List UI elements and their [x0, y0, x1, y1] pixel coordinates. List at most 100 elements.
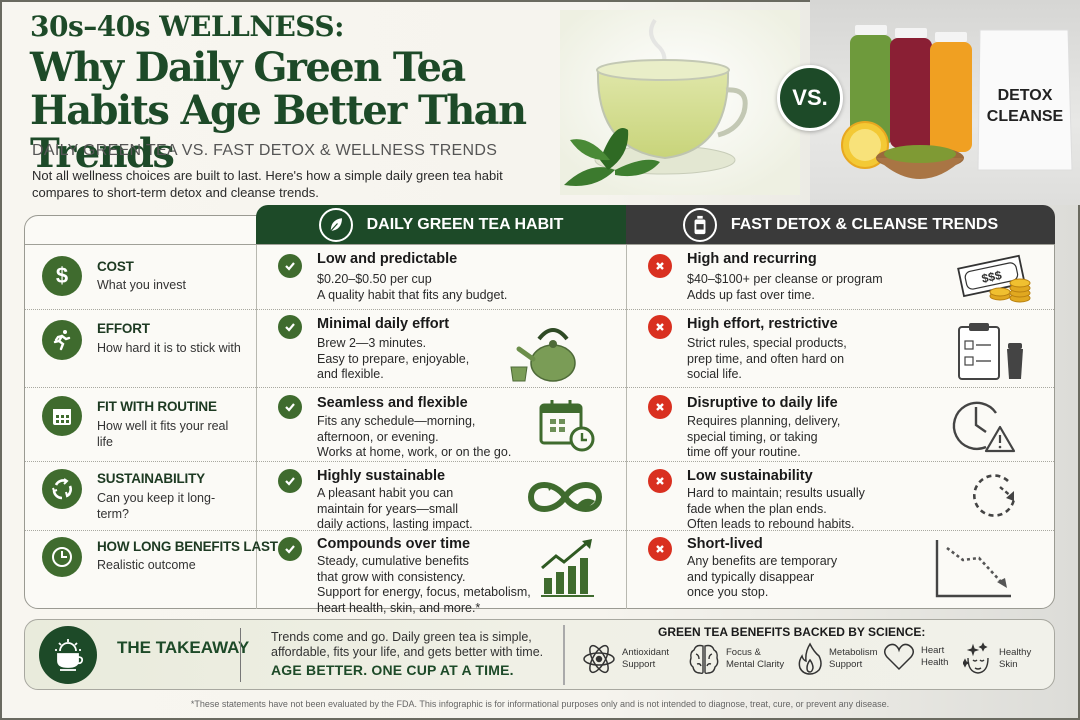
dollar-icon: $ [42, 256, 82, 296]
tea-cell-body: Fits any schedule—morning, afternoon, or… [317, 414, 512, 459]
cross-icon [648, 469, 672, 493]
detox-cell-title: Low sustainability [687, 468, 813, 484]
brain-icon [689, 644, 719, 675]
detox-cell-title: Short-lived [687, 536, 763, 552]
row-divider [25, 309, 1054, 310]
category-title: SUSTAINABILITY [97, 471, 205, 486]
detox-cell-body: Requires planning, delivery, special tim… [687, 414, 841, 459]
detox-cell-body: $40–$100+ per cleanse or program Adds up… [687, 272, 883, 302]
dashed-circle-arrow-icon [973, 474, 1016, 517]
bottle-icon [682, 207, 717, 242]
table-row-sustainability: SUSTAINABILITY Can you keep it long-term… [25, 461, 1054, 531]
benefit-label: Antioxidant Support [622, 647, 670, 670]
money-coins-icon: $$$ [957, 254, 1031, 303]
detox-cell-title: High and recurring [687, 251, 817, 267]
detox-cell-body: Any benefits are temporary and typically… [687, 554, 838, 599]
svg-text:CLEANSE: CLEANSE [987, 108, 1064, 125]
takeaway-text: Trends come and go. Daily green tea is s… [271, 630, 544, 659]
tea-cell-body: Brew 2—3 minutes. Easy to prepare, enjoy… [317, 336, 470, 381]
category-subtitle: Can you keep it long-term? [97, 491, 216, 521]
face-sparkle-icon [963, 642, 989, 674]
svg-text:$$$: $$$ [980, 268, 1003, 286]
growth-chart-icon [541, 539, 594, 597]
page-subtitle: DAILY GREEN TEA VS. FAST DETOX & WELLNES… [32, 142, 498, 159]
detox-products-image: DETOX CLEANSE [810, 0, 1080, 205]
table-row-how-long-benefits-last: HOW LONG BENEFITS LAST Realistic outcome… [25, 530, 1054, 615]
leaf-icon [318, 207, 353, 242]
clock-icon [42, 537, 82, 577]
cross-icon [648, 537, 672, 561]
column-divider [626, 244, 627, 609]
detox-cell-title: High effort, restrictive [687, 316, 838, 332]
benefit-label: Metabolism Support [829, 647, 878, 670]
page-title: Why Daily Green Tea Habits Age Better Th… [30, 44, 527, 177]
cross-icon [648, 395, 672, 419]
takeaway-slogan: AGE BETTER. ONE CUP AT A TIME. [271, 662, 514, 678]
recycle-icon [42, 469, 82, 509]
category-subtitle: How well it fits your real life [97, 419, 229, 449]
science-divider [563, 625, 565, 685]
teapot-icon [510, 328, 576, 382]
vs-badge: VS. [777, 65, 843, 131]
category-subtitle: How hard it is to stick with [97, 341, 241, 355]
svg-text:DETOX: DETOX [998, 87, 1053, 104]
takeaway-title: THE TAKEAWAY [117, 638, 250, 657]
clipboard-shaker-icon [958, 323, 1023, 380]
takeaway-divider [240, 628, 241, 682]
green-tea-cup-image [560, 10, 800, 195]
benefit-skin: Healthy Skin [963, 642, 1031, 676]
row-divider [25, 387, 1054, 388]
cross-icon [648, 315, 672, 339]
page-description: Not all wellness choices are built to la… [32, 168, 503, 200]
detox-cell-body: Hard to maintain; results usually fade w… [687, 486, 865, 531]
science-title: GREEN TEA BENEFITS BACKED BY SCIENCE: [658, 625, 926, 639]
benefit-label: Healthy Skin [999, 647, 1032, 670]
tea-cell-title: Low and predictable [317, 251, 458, 267]
tea-cell-title: Seamless and flexible [317, 395, 468, 411]
flame-icon [798, 642, 822, 675]
column-divider [256, 244, 257, 609]
check-icon [278, 254, 302, 278]
decline-chart-icon [935, 540, 1011, 598]
benefit-focus: Focus & Mental Clarity [688, 642, 784, 676]
category-title: FIT WITH ROUTINE [97, 399, 217, 414]
category-title: HOW LONG BENEFITS LAST [97, 539, 278, 554]
table-row-effort: EFFORT How hard it is to stick with Mini… [25, 309, 1054, 387]
cross-icon [648, 254, 672, 278]
detox-cell-title: Disruptive to daily life [687, 395, 838, 411]
tea-cell-body: $0.20–$0.50 per cup A quality habit that… [317, 272, 508, 302]
takeaway-panel [24, 619, 1055, 690]
category-subtitle: Realistic outcome [97, 558, 196, 572]
calendar-icon [42, 396, 82, 436]
table-row-fit-with-routine: FIT WITH ROUTINE How well it fits your r… [25, 387, 1054, 461]
tea-cup-sunrise-icon [39, 626, 97, 684]
fda-disclaimer: *These statements have not been evaluate… [190, 699, 890, 709]
clock-warning-icon [952, 401, 1016, 453]
atom-icon [583, 644, 615, 674]
calendar-clock-icon [539, 400, 595, 452]
column-header-label: DAILY GREEN TEA HABIT [366, 215, 564, 233]
title-eyebrow: 30s–40s WELLNESS: [30, 10, 344, 43]
category-subtitle: What you invest [97, 278, 186, 292]
heart-icon [883, 643, 915, 671]
runner-icon [42, 320, 82, 360]
benefit-antioxidant: Antioxidant Support [582, 642, 669, 676]
benefit-label: Heart Health [921, 645, 949, 668]
benefit-heart: Heart Health [883, 642, 948, 672]
table-row-cost: $ COST What you invest Low and predictab… [25, 244, 1054, 309]
category-title: COST [97, 259, 134, 274]
column-header-label: FAST DETOX & CLEANSE TRENDS [730, 215, 999, 233]
row-divider [25, 244, 1054, 245]
column-header-green-tea: DAILY GREEN TEA HABIT [256, 205, 626, 244]
infinity-leaf-icon [527, 482, 603, 512]
check-icon [278, 315, 302, 339]
benefit-metabolism: Metabolism Support [797, 642, 878, 676]
column-header-detox: FAST DETOX & CLEANSE TRENDS [626, 205, 1055, 244]
check-icon [278, 395, 302, 419]
category-title: EFFORT [97, 321, 150, 336]
check-icon [278, 469, 302, 493]
tea-cell-body: A pleasant habit you can maintain for ye… [317, 486, 473, 531]
detox-cell-body: Strict rules, special products, prep tim… [687, 336, 847, 381]
benefit-label: Focus & Mental Clarity [726, 647, 785, 670]
check-icon [278, 537, 302, 561]
